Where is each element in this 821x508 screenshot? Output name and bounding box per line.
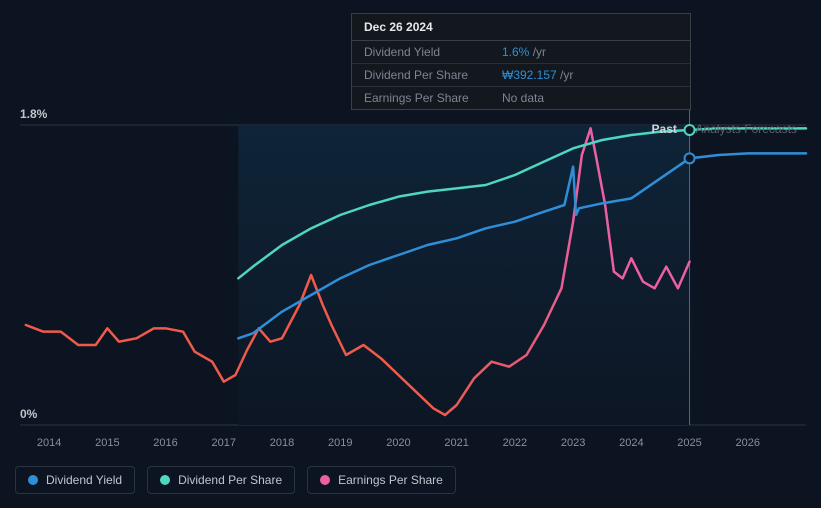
x-tick: 2019 [328, 437, 352, 449]
x-tick: 2024 [619, 437, 643, 449]
y-axis-label-1: 1.8% [20, 107, 47, 121]
legend-swatch [160, 475, 170, 485]
tooltip-row-label: Dividend Per Share [364, 68, 484, 82]
legend-swatch [320, 475, 330, 485]
tooltip-row: Earnings Per Share No data [352, 87, 690, 109]
legend-swatch [28, 475, 38, 485]
tooltip-row-label: Earnings Per Share [364, 91, 484, 105]
legend-item-earnings-per-share[interactable]: Earnings Per Share [307, 466, 456, 494]
y-axis-label-0: 0% [20, 407, 37, 421]
tooltip-row: Dividend Per Share ₩392.157 /yr [352, 64, 690, 87]
tooltip-row-nodata: No data [502, 91, 544, 105]
x-tick: 2017 [212, 437, 236, 449]
tooltip-row-label: Dividend Yield [364, 45, 484, 59]
tooltip-row-value: ₩392.157 [502, 68, 557, 82]
x-tick: 2025 [677, 437, 701, 449]
x-tick: 2014 [37, 437, 61, 449]
tooltip-title: Dec 26 2024 [352, 14, 690, 41]
legend-label: Dividend Yield [46, 473, 122, 487]
past-label: Past [652, 122, 677, 136]
chart-tooltip: Dec 26 2024 Dividend Yield1.6% /yrDivide… [351, 13, 691, 110]
x-tick: 2016 [153, 437, 177, 449]
legend-item-dividend-yield[interactable]: Dividend Yield [15, 466, 135, 494]
legend-label: Dividend Per Share [178, 473, 282, 487]
x-tick: 2026 [736, 437, 760, 449]
legend-item-dividend-per-share[interactable]: Dividend Per Share [147, 466, 295, 494]
x-tick: 2020 [386, 437, 410, 449]
x-tick: 2022 [503, 437, 527, 449]
x-tick: 2015 [95, 437, 119, 449]
x-tick: 2018 [270, 437, 294, 449]
tooltip-row-unit: /yr [529, 45, 546, 59]
dividend-chart: { "layout": { "width": 821, "height": 50… [0, 0, 821, 508]
legend-label: Earnings Per Share [338, 473, 443, 487]
tooltip-row-value: 1.6% [502, 45, 529, 59]
tooltip-row: Dividend Yield 1.6% /yr [352, 41, 690, 64]
forecast-label: Analysts Forecasts [696, 122, 797, 136]
x-tick: 2021 [444, 437, 468, 449]
x-tick: 2023 [561, 437, 585, 449]
chart-legend: Dividend Yield Dividend Per Share Earnings… [15, 466, 456, 494]
tooltip-row-unit: /yr [557, 68, 574, 82]
